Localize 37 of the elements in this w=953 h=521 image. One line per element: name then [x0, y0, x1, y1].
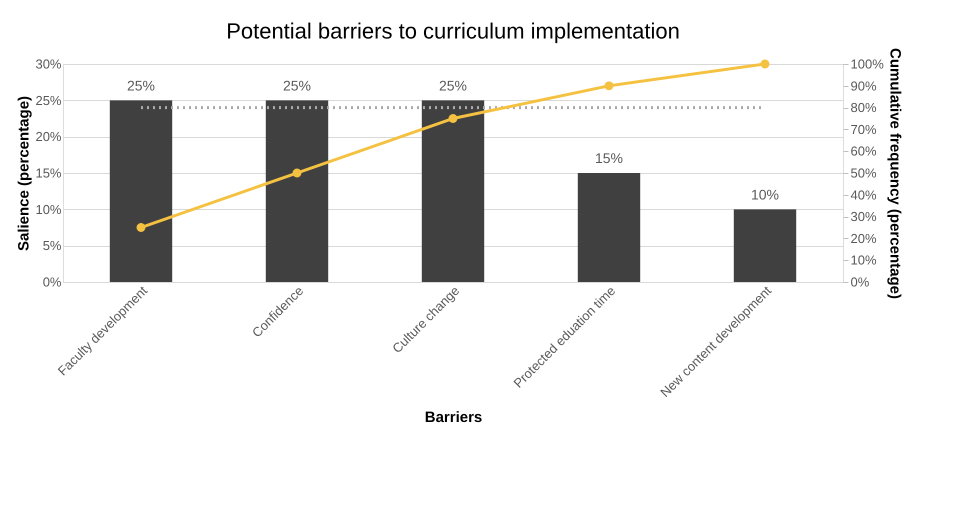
y2-tick-label: 20% — [850, 230, 877, 246]
y-tick-label: 25% — [35, 92, 62, 108]
y-tick-label: 15% — [35, 166, 62, 180]
y-tick-label: 30% — [35, 56, 62, 72]
bar — [110, 100, 172, 282]
data-label: 10% — [750, 186, 780, 202]
y-tick-label: 10% — [35, 202, 62, 217]
y-tick-label: 0% — [42, 274, 62, 290]
bar — [578, 173, 640, 282]
data-label: 25% — [282, 77, 312, 94]
point — [292, 168, 302, 178]
point — [136, 223, 146, 232]
y2-axis-title: Cumulative frequency (percentage) — [886, 48, 904, 299]
y2-tick-label: 60% — [850, 144, 877, 159]
bar — [266, 100, 328, 282]
data-label: 25% — [438, 77, 468, 94]
x-axis-title: Barriers — [424, 408, 482, 426]
data-label: 15% — [594, 150, 624, 166]
point — [760, 60, 770, 68]
y2-tick-label: 0% — [850, 274, 870, 290]
point — [448, 114, 458, 123]
y2-tick-label: 70% — [850, 122, 877, 137]
data-label: 25% — [126, 77, 156, 94]
y2-tick-label: 40% — [850, 187, 877, 202]
y2-tick-label: 100% — [850, 56, 884, 72]
y2-tick-label: 10% — [850, 252, 877, 268]
y2-tick-label: 50% — [850, 166, 877, 180]
y-axis-title: Salience (percentage) — [15, 96, 32, 252]
y-tick-label: 5% — [42, 238, 62, 254]
bar — [734, 209, 796, 282]
y2-tick-label: 90% — [850, 78, 877, 94]
y2-tick-label: 80% — [850, 100, 877, 116]
y2-tick-label: 30% — [850, 209, 877, 224]
chart-title: Potential barriers to curriculum implementation — [226, 18, 680, 44]
point — [604, 81, 614, 90]
bar — [422, 100, 484, 282]
y-tick-label: 20% — [35, 129, 62, 144]
